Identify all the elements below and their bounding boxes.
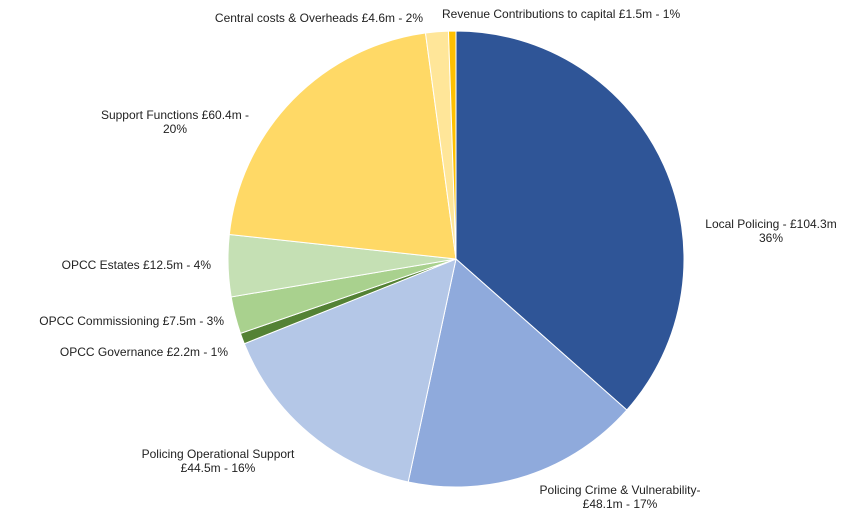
slice-label-line: £48.1m - 17%	[583, 497, 658, 511]
slice-label: Policing Crime & Vulnerability-£48.1m - …	[540, 483, 701, 511]
slices-layer	[227, 30, 685, 488]
slice-label: Revenue Contributions to capital £1.5m -…	[442, 7, 680, 21]
slice-label-line: Revenue Contributions to capital £1.5m -…	[442, 7, 680, 21]
slice-label-line: OPCC Governance £2.2m - 1%	[60, 345, 228, 359]
slice-label: OPCC Governance £2.2m - 1%	[60, 345, 228, 359]
slice-label: OPCC Commissioning £7.5m - 3%	[39, 314, 224, 328]
labels-layer: Local Policing - £104.3m 36% Policing Crim…	[39, 7, 836, 511]
pie-slice-revenue-contributions-to-capital	[447, 30, 457, 260]
slice-label-line: OPCC Estates £12.5m - 4%	[62, 258, 212, 272]
pie-slice-local-policing	[455, 30, 685, 411]
slice-label-line: Policing Operational Support	[142, 447, 295, 461]
slice-label: Central costs & Overheads £4.6m - 2%	[215, 11, 423, 25]
slice-label-line: 36%	[759, 231, 783, 245]
slice-label: OPCC Estates £12.5m - 4%	[62, 258, 212, 272]
pie-slice-support-functions	[228, 32, 457, 260]
pie-slice-policing-crime-vulnerability	[407, 258, 628, 488]
slice-label-line: Support Functions £60.4m -	[101, 108, 249, 122]
slice-label-line: OPCC Commissioning £7.5m - 3%	[39, 314, 224, 328]
slice-label-line: £44.5m - 16%	[181, 461, 256, 475]
pie-slice-policing-operational-support	[243, 258, 457, 483]
slice-label-line: 20%	[163, 122, 187, 136]
slice-label-line: Central costs & Overheads £4.6m - 2%	[215, 11, 423, 25]
slice-label-line: Policing Crime & Vulnerability-	[540, 483, 701, 497]
slice-label: Policing Operational Support £44.5m - 16%	[142, 447, 295, 475]
slice-label: Support Functions £60.4m -20%	[101, 108, 249, 136]
slice-label: Local Policing - £104.3m 36%	[705, 217, 836, 245]
slice-label-line: Local Policing - £104.3m	[705, 217, 836, 231]
